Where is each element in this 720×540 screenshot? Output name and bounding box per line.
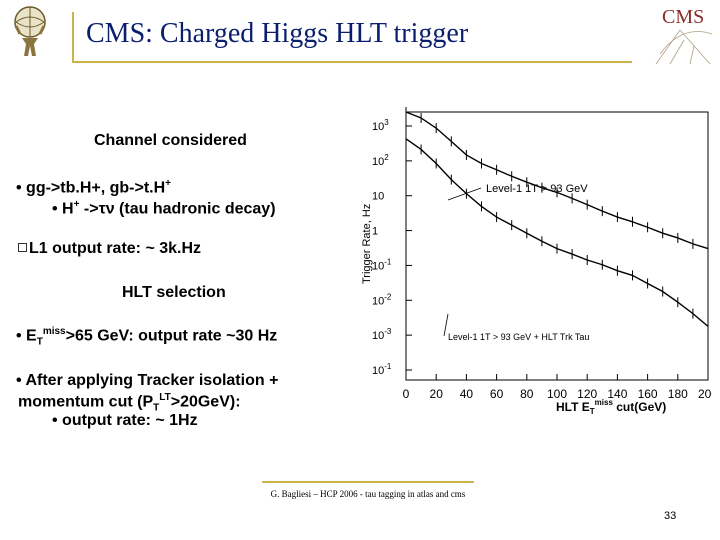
after-line-3: • output rate: ~ 1Hz xyxy=(52,412,198,430)
x-tick-label: 0 xyxy=(403,387,410,401)
y-tick-label: 1 xyxy=(372,226,378,238)
channel-line-2: • H+ ->τν (tau hadronic decay) xyxy=(52,199,276,218)
after-line-2-a: momentum cut (P xyxy=(18,393,154,411)
bullet-5: • xyxy=(52,412,63,429)
footer-citation: G. Bagliesi – HCP 2006 - tau tagging in … xyxy=(270,489,466,499)
cms-logo-text: CMS xyxy=(662,6,705,28)
x-tick-label: 40 xyxy=(460,387,474,401)
y-tick-label: 10-2 xyxy=(372,292,392,307)
atlas-logo-icon xyxy=(14,6,46,56)
etmiss-b: >65 GeV: output rate ~30 Hz xyxy=(65,327,278,345)
channel-line-1-sup: + xyxy=(165,178,171,189)
y-axis-label: Trigger Rate, Hz xyxy=(361,204,373,284)
after-line-1: • After applying Tracker isolation + xyxy=(16,372,278,390)
etmiss-a: E xyxy=(26,327,37,345)
slide-title: CMS: Charged Higgs HLT trigger xyxy=(86,18,469,49)
legend-entry-0: Level-1 1T > 93 GeV xyxy=(486,183,588,195)
checkbox-bullet-icon xyxy=(18,243,27,252)
x-tick-label: 160 xyxy=(638,387,658,401)
x-tick-label: 180 xyxy=(668,387,688,401)
etmiss-sup: miss xyxy=(42,326,66,337)
after-line-2-b: >20GeV): xyxy=(170,393,241,411)
channel-line-2-sup: + xyxy=(73,199,80,210)
x-axis-label-a: HLT E xyxy=(556,400,590,414)
x-axis-label-sup: miss xyxy=(595,398,614,407)
x-axis-label: HLT ETmiss cut(GeV) xyxy=(556,398,666,416)
x-tick-label: 140 xyxy=(607,387,627,401)
x-tick-label: 100 xyxy=(547,387,567,401)
x-tick-label: 200 xyxy=(698,387,712,401)
etmiss-sub: T xyxy=(36,336,43,348)
bullet-1: • xyxy=(16,179,27,197)
x-axis-label-sub: T xyxy=(590,407,595,416)
after-line-2-sup: LT xyxy=(159,392,171,403)
legend-entry-1: Level-1 1T > 93 GeV + HLT Trk Tau xyxy=(448,332,589,342)
y-tick-label: 10-1 xyxy=(372,362,392,377)
channel-heading: Channel considered xyxy=(94,132,247,149)
x-axis-label-b: cut(GeV) xyxy=(613,400,666,414)
title-rule-horizontal xyxy=(72,61,632,63)
x-tick-label: 60 xyxy=(490,387,504,401)
channel-line-2-a: H xyxy=(62,200,74,218)
l1-rate-line: L1 output rate: ~ 3k.Hz xyxy=(18,240,201,258)
legend-pointer-1 xyxy=(443,313,449,337)
title-rule-vertical xyxy=(72,12,74,62)
after-line-3-text: output rate: ~ 1Hz xyxy=(62,412,198,429)
after-line-2-sub: T xyxy=(153,402,160,414)
bullet-4: • xyxy=(16,372,26,389)
cms-logo: CMS xyxy=(650,4,714,66)
y-tick-label: 103 xyxy=(372,118,389,133)
cms-detector-icon xyxy=(655,29,713,65)
y-tick-label: 10-3 xyxy=(372,327,392,342)
channel-line-2-b: ->τν (tau hadronic decay) xyxy=(79,200,276,218)
footer-rule xyxy=(262,481,474,483)
y-tick-label: 10-1 xyxy=(372,257,392,272)
x-tick-label: 120 xyxy=(577,387,597,401)
x-tick-label: 20 xyxy=(430,387,444,401)
x-tick-label: 80 xyxy=(520,387,534,401)
after-line-1-text: After applying Tracker isolation + xyxy=(25,372,279,389)
etmiss-line: • ETmiss>65 GeV: output rate ~30 Hz xyxy=(16,326,277,348)
bullet-2: • xyxy=(52,200,63,218)
bullet-3: • xyxy=(16,327,27,345)
channel-line-1-text: gg->tb.H+, gb->t.H xyxy=(26,179,166,197)
after-line-2: momentum cut (PTLT>20GeV): xyxy=(18,392,241,414)
channel-line-1: • gg->tb.H+, gb->t.H+ xyxy=(16,178,171,197)
hlt-heading: HLT selection xyxy=(122,284,226,301)
l1-rate-text: L1 output rate: ~ 3k.Hz xyxy=(29,240,202,257)
page-number: 33 xyxy=(664,510,677,522)
y-tick-label: 102 xyxy=(372,153,389,168)
legend-pointer-0 xyxy=(447,187,482,201)
y-tick-label: 10 xyxy=(372,191,384,203)
